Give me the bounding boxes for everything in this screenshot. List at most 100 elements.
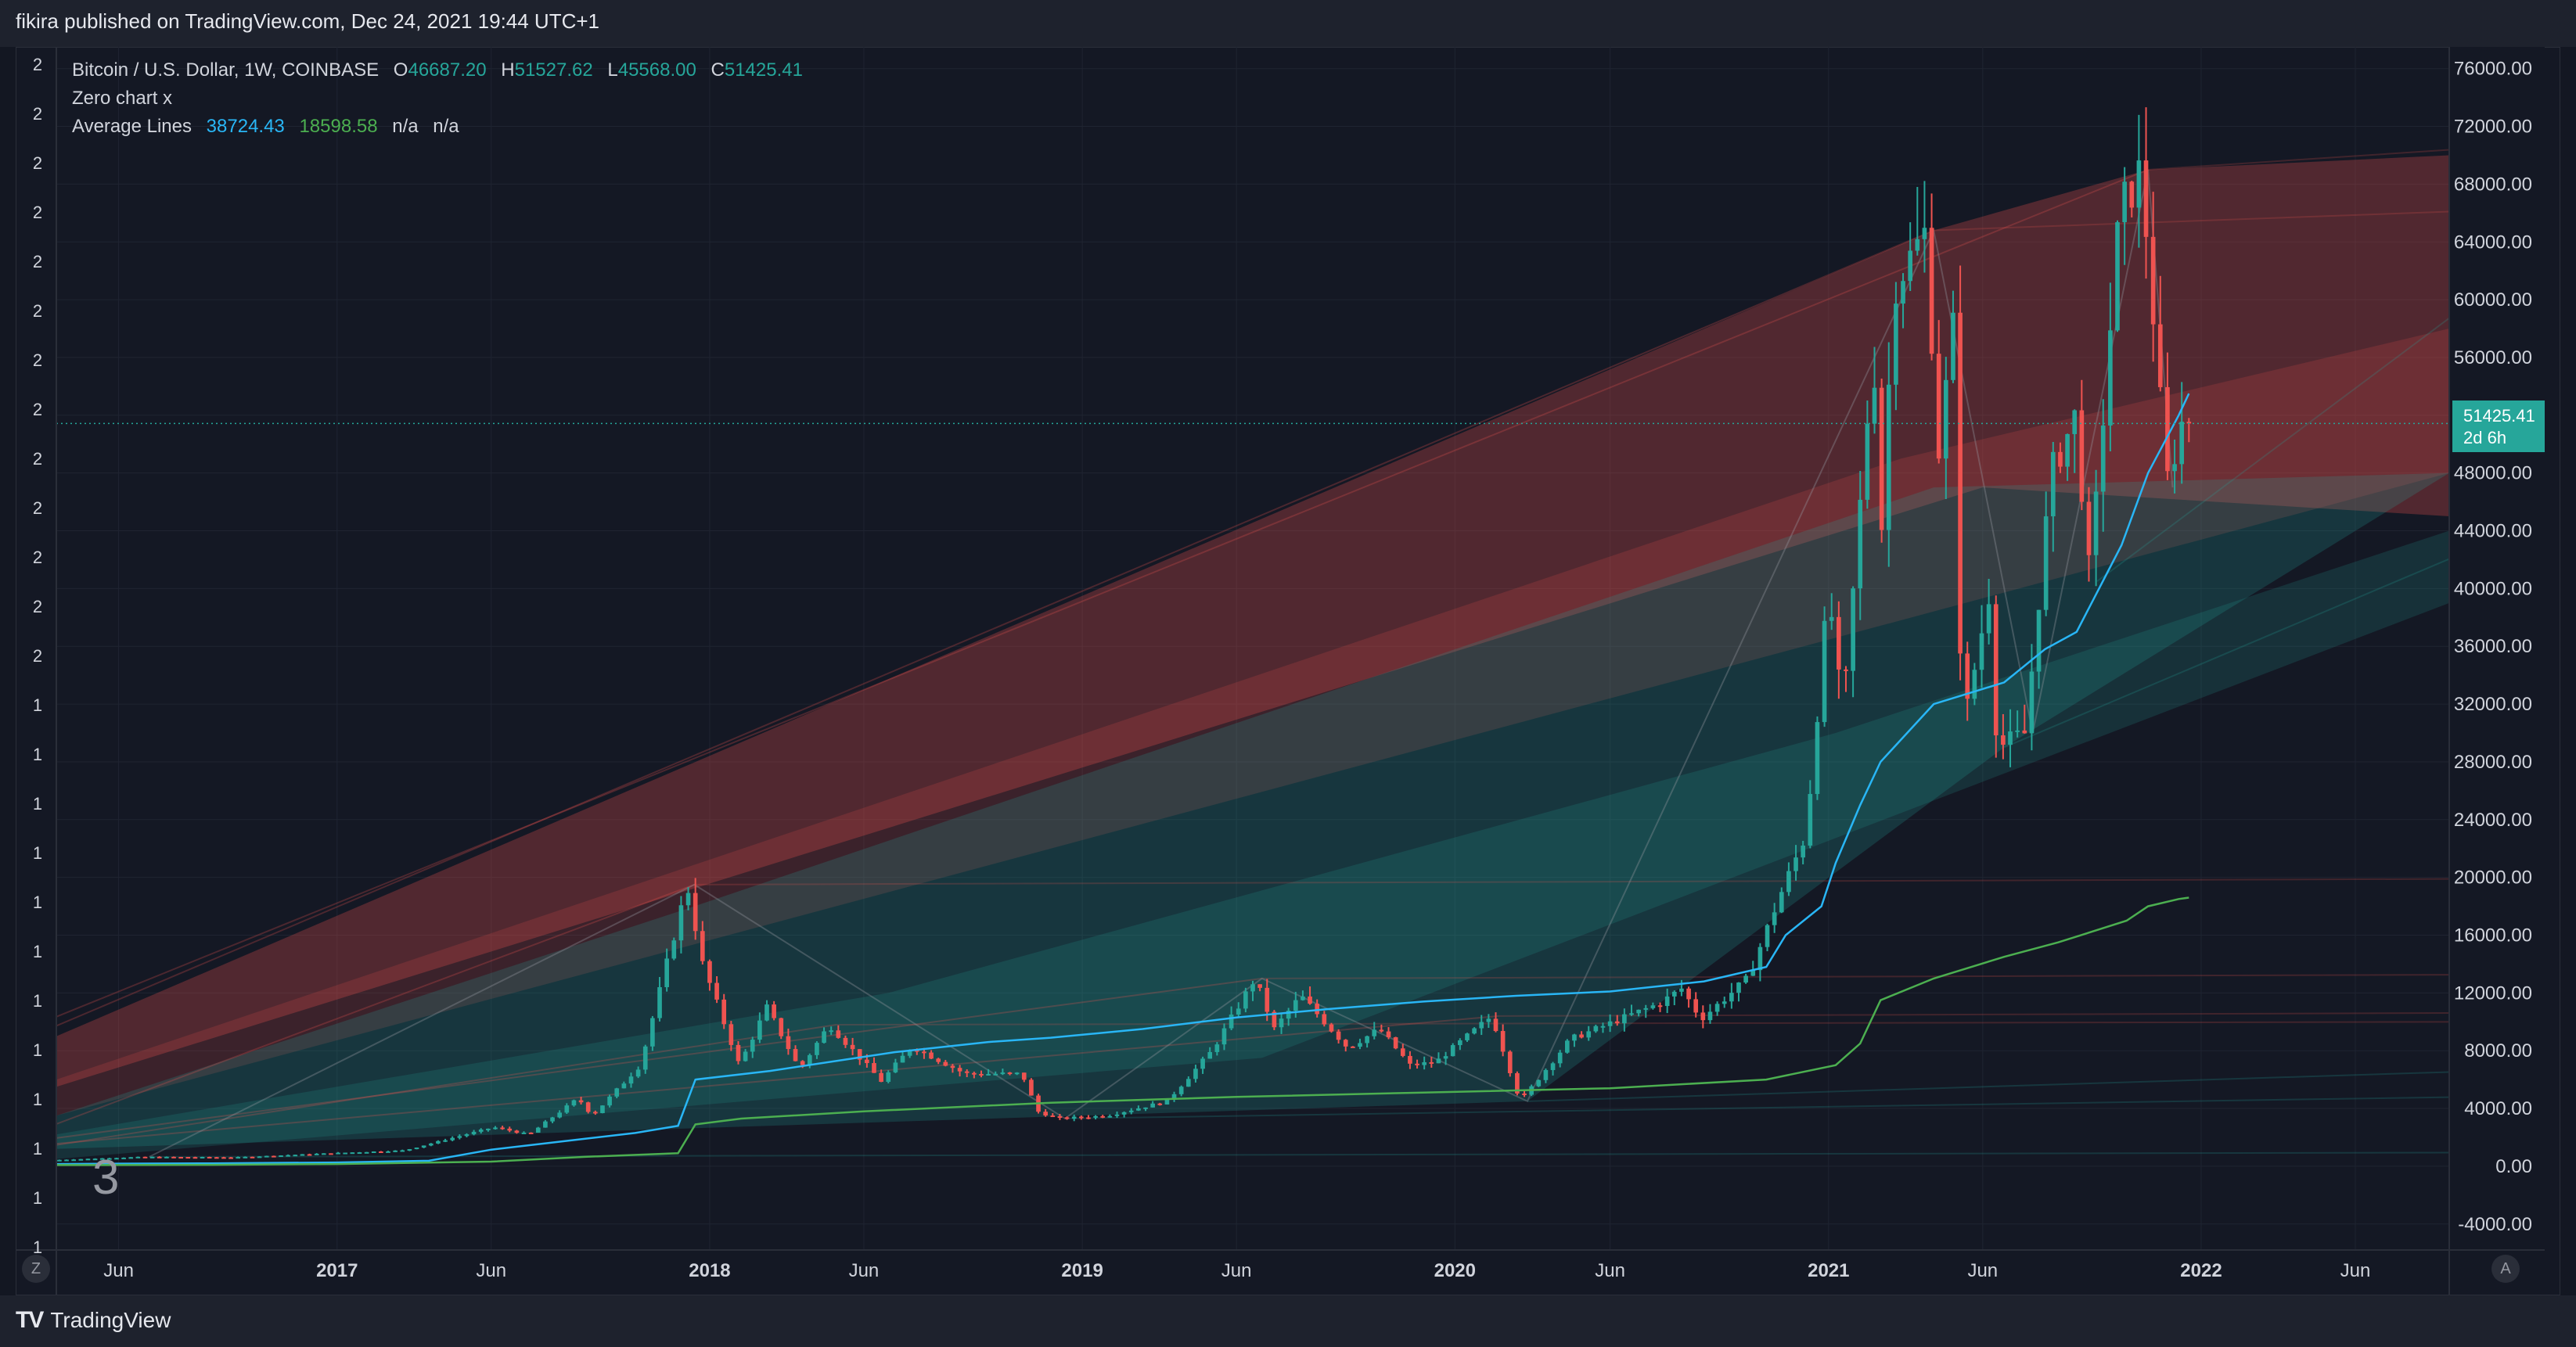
candle-body[interactable]	[642, 1046, 648, 1070]
candle-body[interactable]	[872, 1063, 876, 1073]
candle-body[interactable]	[2072, 410, 2078, 434]
candle-body[interactable]	[300, 1154, 305, 1156]
candle-body[interactable]	[657, 986, 662, 1018]
candle-body[interactable]	[1207, 1051, 1213, 1059]
candle-body[interactable]	[2058, 451, 2063, 467]
candle-body[interactable]	[1121, 1112, 1127, 1115]
candle-body[interactable]	[843, 1037, 848, 1045]
candle-body[interactable]	[2086, 501, 2092, 555]
auto-scale-button[interactable]: A	[2491, 1255, 2520, 1283]
candle-body[interactable]	[1443, 1056, 1448, 1059]
candle-body[interactable]	[1622, 1014, 1627, 1024]
candle-body[interactable]	[514, 1130, 520, 1133]
candle-body[interactable]	[879, 1072, 883, 1083]
candle-body[interactable]	[1250, 984, 1255, 992]
candle-body[interactable]	[950, 1065, 955, 1069]
candle-body[interactable]	[1765, 925, 1770, 947]
candle-body[interactable]	[1143, 1107, 1148, 1109]
candle-body[interactable]	[721, 999, 727, 1025]
candle-body[interactable]	[279, 1155, 283, 1158]
candle-body[interactable]	[428, 1143, 434, 1146]
candle-body[interactable]	[357, 1152, 362, 1155]
candle-body[interactable]	[1829, 616, 1834, 621]
candle-body[interactable]	[1114, 1114, 1120, 1116]
candle-body[interactable]	[1472, 1028, 1477, 1034]
candle-body[interactable]	[1458, 1040, 1462, 1046]
candle-body[interactable]	[71, 1159, 77, 1162]
candle-body[interactable]	[1515, 1072, 1520, 1094]
candle-body[interactable]	[1479, 1022, 1484, 1029]
candle-body[interactable]	[464, 1134, 470, 1137]
candle-body[interactable]	[1050, 1115, 1056, 1118]
candle-body[interactable]	[1958, 312, 1963, 654]
candle-body[interactable]	[2093, 491, 2099, 555]
candle-body[interactable]	[986, 1073, 991, 1076]
candle-body[interactable]	[2036, 609, 2042, 672]
candle-body[interactable]	[593, 1112, 598, 1114]
candle-body[interactable]	[1572, 1034, 1577, 1041]
candle-body[interactable]	[1265, 987, 1270, 1012]
candle-body[interactable]	[2043, 516, 2049, 610]
candle-body[interactable]	[2122, 181, 2127, 223]
candle-body[interactable]	[121, 1157, 126, 1159]
candle-body[interactable]	[1714, 1004, 1720, 1012]
candle-body[interactable]	[1071, 1116, 1077, 1119]
candle-body[interactable]	[1679, 988, 1684, 992]
candle-body[interactable]	[157, 1156, 162, 1158]
candle-body[interactable]	[314, 1153, 319, 1155]
candle-body[interactable]	[164, 1156, 169, 1158]
candle-body[interactable]	[2115, 222, 2120, 331]
candle-body[interactable]	[207, 1157, 212, 1159]
candle-body[interactable]	[1358, 1043, 1362, 1047]
candle-body[interactable]	[1736, 982, 1741, 993]
candle-body[interactable]	[1872, 387, 1877, 424]
candle-body[interactable]	[786, 1036, 791, 1050]
candle-body[interactable]	[607, 1096, 612, 1106]
candle-body[interactable]	[243, 1156, 248, 1158]
candle-body[interactable]	[343, 1152, 348, 1155]
candle-body[interactable]	[1301, 996, 1305, 1000]
candle-body[interactable]	[1664, 996, 1670, 1007]
candle-body[interactable]	[393, 1150, 398, 1152]
candle-body[interactable]	[2022, 730, 2027, 734]
candle-body[interactable]	[107, 1158, 112, 1160]
candle-body[interactable]	[707, 961, 712, 983]
candle-body[interactable]	[1164, 1099, 1170, 1105]
candle-body[interactable]	[1886, 384, 1891, 530]
candle-body[interactable]	[2001, 735, 2006, 745]
candle-body[interactable]	[1185, 1079, 1191, 1087]
candle-body[interactable]	[1629, 1013, 1634, 1015]
candle-body[interactable]	[543, 1121, 548, 1128]
candle-body[interactable]	[407, 1149, 412, 1151]
candle-body[interactable]	[1272, 1011, 1277, 1028]
candle-body[interactable]	[2172, 464, 2177, 472]
candle-body[interactable]	[1193, 1069, 1198, 1079]
candle-body[interactable]	[371, 1151, 376, 1154]
candle-body[interactable]	[436, 1140, 441, 1144]
candle-body[interactable]	[1593, 1026, 1599, 1032]
candle-body[interactable]	[1657, 1005, 1663, 1008]
candle-body[interactable]	[743, 1051, 748, 1061]
candle-body[interactable]	[550, 1117, 555, 1122]
chart-frame[interactable]	[16, 47, 2560, 1295]
candle-body[interactable]	[99, 1158, 105, 1160]
candle-body[interactable]	[979, 1073, 984, 1076]
candle-body[interactable]	[1908, 250, 1912, 282]
candle-body[interactable]	[521, 1132, 527, 1134]
candle-body[interactable]	[1043, 1112, 1048, 1116]
candle-body[interactable]	[765, 1004, 769, 1021]
candle-body[interactable]	[1936, 354, 1941, 459]
candle-body[interactable]	[1979, 633, 1984, 670]
candle-body[interactable]	[1786, 871, 1791, 893]
candle-body[interactable]	[1257, 984, 1262, 988]
candle-body[interactable]	[1536, 1079, 1542, 1087]
candle-body[interactable]	[678, 905, 684, 941]
candle-body[interactable]	[772, 1004, 776, 1018]
candle-body[interactable]	[250, 1156, 255, 1158]
candle-body[interactable]	[142, 1156, 148, 1158]
candle-body[interactable]	[664, 958, 669, 987]
candle-body[interactable]	[628, 1076, 634, 1084]
candle-body[interactable]	[1450, 1045, 1455, 1057]
candle-body[interactable]	[1064, 1117, 1070, 1119]
